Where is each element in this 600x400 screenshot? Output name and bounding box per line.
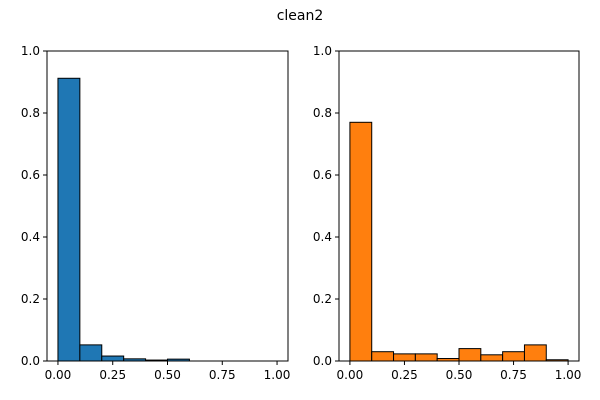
histogram-bar [502, 351, 525, 362]
histogram-bar [523, 344, 547, 362]
y-tick-label: 0.8 [313, 106, 332, 120]
histogram-bar [480, 354, 504, 362]
y-tick-label: 0.4 [313, 230, 332, 244]
histogram-bar [349, 121, 373, 362]
x-tick-label: 1.00 [264, 368, 291, 382]
x-tick-label: 0.75 [209, 368, 236, 382]
x-tick-label: 0.00 [337, 368, 364, 382]
x-tick-label: 1.00 [555, 368, 582, 382]
y-tick-label: 0.0 [313, 354, 332, 368]
left-histogram: 0.00 0.25 0.50 0.75 1.00 0.0 0.2 0.4 0.6 0.8 1.0 [21, 44, 290, 382]
histogram-bar [79, 344, 103, 362]
x-tick-label: 0.50 [446, 368, 473, 382]
histogram-bar [371, 351, 395, 362]
y-tick-label: 0.6 [21, 168, 40, 182]
y-tick-label: 0.0 [21, 354, 40, 368]
y-tick-label: 1.0 [21, 44, 40, 58]
histogram-bar [101, 355, 125, 362]
histogram-bar [393, 353, 416, 362]
y-tick-label: 0.2 [313, 292, 332, 306]
x-tick-label: 0.25 [99, 368, 126, 382]
y-tick-label: 0.8 [21, 106, 40, 120]
histogram-bar [458, 348, 482, 362]
x-tick-label: 0.00 [45, 368, 72, 382]
x-tick-label: 0.25 [391, 368, 418, 382]
y-tick-label: 0.6 [313, 168, 332, 182]
figure-title: clean2 [277, 8, 324, 24]
histogram-bar [414, 353, 438, 362]
y-tick-label: 0.2 [21, 292, 40, 306]
x-tick-label: 0.50 [154, 368, 181, 382]
right-histogram: 0.00 0.25 0.50 0.75 1.00 0.0 0.2 0.4 0.6 0.8 1.0 [313, 44, 582, 382]
x-tick-label: 0.75 [500, 368, 527, 382]
histogram-bar [57, 77, 81, 362]
y-tick-label: 0.4 [21, 230, 40, 244]
y-tick-label: 1.0 [313, 44, 332, 58]
